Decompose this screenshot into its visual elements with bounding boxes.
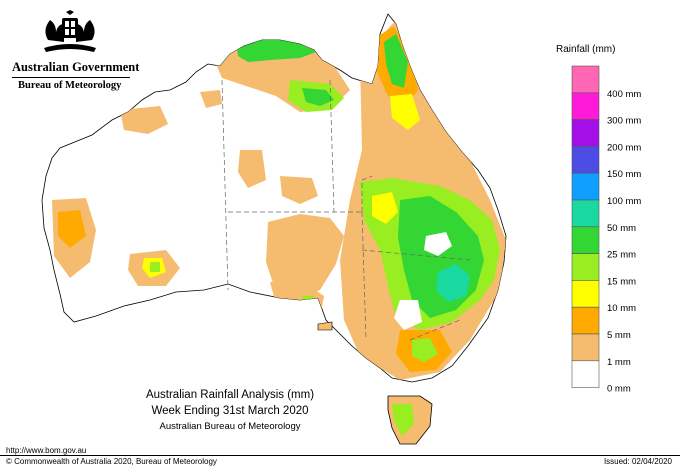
legend-label-10: 5 mm bbox=[607, 330, 631, 341]
legend-label-9: 10 mm bbox=[607, 303, 636, 314]
legend-title: Rainfall (mm) bbox=[556, 44, 616, 55]
map-title: Australian Rainfall Analysis (mm) Week E… bbox=[140, 387, 320, 419]
legend-label-12: 0 mm bbox=[607, 384, 631, 395]
kangaroo-island bbox=[317, 321, 333, 331]
legend-label-5: 100 mm bbox=[607, 196, 641, 207]
legend-swatch-9 bbox=[571, 306, 600, 335]
legend-swatch-11 bbox=[571, 360, 600, 388]
legend: 400 mm 300 mm 200 mm 150 mm 100 mm 50 mm 25 mm… bbox=[571, 65, 641, 395]
map-title-line1: Australian Rainfall Analysis (mm) bbox=[145, 389, 315, 401]
legend-label-1: 400 mm bbox=[607, 89, 641, 100]
legend-swatch-8 bbox=[571, 280, 600, 308]
government-title: Australian Government bbox=[12, 60, 140, 74]
coat-of-arms-icon bbox=[44, 10, 96, 52]
map-subtitle: Australian Bureau of Meteorology bbox=[159, 421, 301, 432]
footer-divider bbox=[0, 455, 680, 456]
legend-label-2: 300 mm bbox=[607, 116, 641, 127]
legend-label-11: 1 mm bbox=[607, 357, 631, 368]
legend-label-6: 50 mm bbox=[607, 223, 636, 234]
legend-label-4: 150 mm bbox=[607, 169, 641, 180]
state-borders bbox=[221, 79, 471, 341]
legend-label-7: 25 mm bbox=[607, 250, 636, 261]
legend-swatch-7 bbox=[571, 253, 600, 281]
tasmania-rain-core bbox=[392, 404, 414, 436]
legend-swatch-2 bbox=[571, 119, 600, 147]
rainfall-shading bbox=[52, 20, 506, 380]
legend-label-3: 200 mm bbox=[607, 142, 641, 153]
issued-date: Issued: 02/04/2020 bbox=[603, 457, 672, 466]
agency-title: Bureau of Meteorology bbox=[18, 80, 122, 91]
website-link[interactable]: http://www.bom.gov.au bbox=[6, 446, 87, 455]
legend-swatch-10 bbox=[571, 333, 600, 362]
legend-swatch-1 bbox=[571, 92, 600, 120]
legend-swatch-3 bbox=[571, 146, 600, 174]
legend-swatch-0 bbox=[571, 65, 600, 94]
legend-swatch-6 bbox=[571, 226, 600, 254]
copyright-text: © Commonwealth of Australia 2020, Bureau… bbox=[6, 457, 217, 466]
legend-swatch-5 bbox=[571, 199, 600, 228]
map-title-line2: Week Ending 31st March 2020 bbox=[151, 405, 309, 417]
legend-label-8: 15 mm bbox=[607, 276, 636, 287]
legend-swatch-4 bbox=[571, 172, 600, 201]
header-divider bbox=[12, 77, 130, 78]
